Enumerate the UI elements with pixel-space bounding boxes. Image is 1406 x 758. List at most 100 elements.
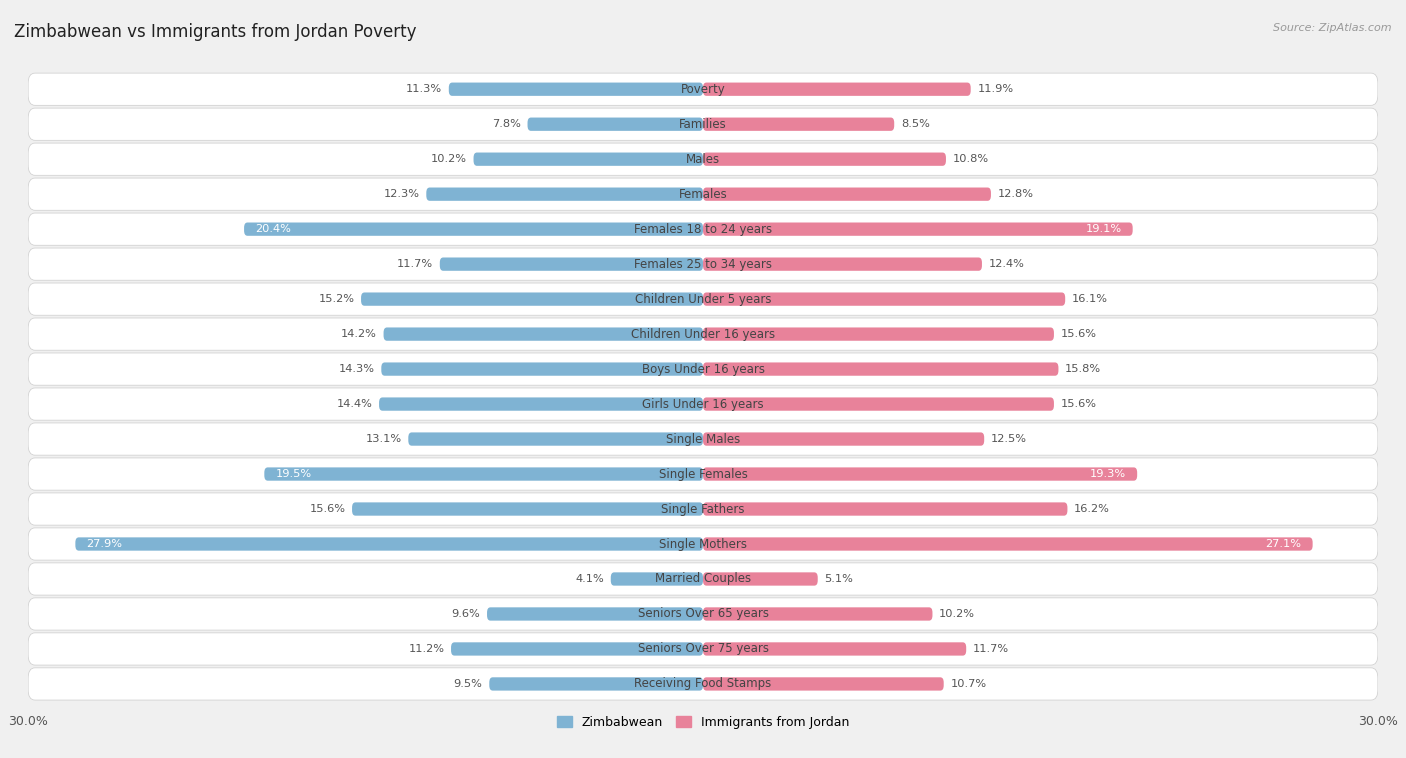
FancyBboxPatch shape	[352, 503, 703, 515]
FancyBboxPatch shape	[28, 213, 1378, 246]
Text: 11.7%: 11.7%	[396, 259, 433, 269]
FancyBboxPatch shape	[703, 642, 966, 656]
FancyBboxPatch shape	[28, 458, 1378, 490]
Text: 11.9%: 11.9%	[977, 84, 1014, 94]
Text: 16.2%: 16.2%	[1074, 504, 1111, 514]
FancyBboxPatch shape	[703, 468, 1137, 481]
FancyBboxPatch shape	[703, 327, 1054, 341]
FancyBboxPatch shape	[264, 468, 703, 481]
FancyBboxPatch shape	[28, 248, 1378, 280]
Text: 10.2%: 10.2%	[939, 609, 976, 619]
Text: 7.8%: 7.8%	[492, 119, 520, 129]
Text: 14.4%: 14.4%	[336, 399, 373, 409]
Text: Single Males: Single Males	[666, 433, 740, 446]
Text: Females: Females	[679, 188, 727, 201]
Text: 5.1%: 5.1%	[824, 574, 853, 584]
Text: 11.3%: 11.3%	[406, 84, 441, 94]
Text: 12.3%: 12.3%	[384, 190, 419, 199]
FancyBboxPatch shape	[451, 642, 703, 656]
Text: Seniors Over 75 years: Seniors Over 75 years	[637, 643, 769, 656]
FancyBboxPatch shape	[28, 283, 1378, 315]
FancyBboxPatch shape	[449, 83, 703, 96]
FancyBboxPatch shape	[703, 362, 1059, 376]
FancyBboxPatch shape	[28, 563, 1378, 595]
Text: 12.5%: 12.5%	[991, 434, 1026, 444]
Text: Receiving Food Stamps: Receiving Food Stamps	[634, 678, 772, 691]
Text: 12.4%: 12.4%	[988, 259, 1025, 269]
Legend: Zimbabwean, Immigrants from Jordan: Zimbabwean, Immigrants from Jordan	[553, 711, 853, 734]
FancyBboxPatch shape	[28, 73, 1378, 105]
Text: Girls Under 16 years: Girls Under 16 years	[643, 398, 763, 411]
FancyBboxPatch shape	[610, 572, 703, 586]
FancyBboxPatch shape	[703, 152, 946, 166]
Text: Zimbabwean vs Immigrants from Jordan Poverty: Zimbabwean vs Immigrants from Jordan Pov…	[14, 23, 416, 41]
FancyBboxPatch shape	[28, 108, 1378, 140]
Text: 9.5%: 9.5%	[454, 679, 482, 689]
FancyBboxPatch shape	[384, 327, 703, 341]
Text: 15.2%: 15.2%	[318, 294, 354, 304]
Text: 16.1%: 16.1%	[1071, 294, 1108, 304]
Text: 27.1%: 27.1%	[1265, 539, 1302, 549]
FancyBboxPatch shape	[361, 293, 703, 305]
FancyBboxPatch shape	[408, 432, 703, 446]
Text: Source: ZipAtlas.com: Source: ZipAtlas.com	[1274, 23, 1392, 33]
Text: Married Couples: Married Couples	[655, 572, 751, 585]
FancyBboxPatch shape	[703, 187, 991, 201]
FancyBboxPatch shape	[703, 397, 1054, 411]
Text: 15.8%: 15.8%	[1066, 364, 1101, 374]
Text: 4.1%: 4.1%	[575, 574, 605, 584]
FancyBboxPatch shape	[28, 528, 1378, 560]
Text: 11.2%: 11.2%	[408, 644, 444, 654]
FancyBboxPatch shape	[474, 152, 703, 166]
Text: 19.1%: 19.1%	[1085, 224, 1122, 234]
Text: Seniors Over 65 years: Seniors Over 65 years	[637, 607, 769, 621]
FancyBboxPatch shape	[28, 318, 1378, 350]
FancyBboxPatch shape	[440, 258, 703, 271]
Text: 10.2%: 10.2%	[430, 154, 467, 164]
FancyBboxPatch shape	[703, 432, 984, 446]
FancyBboxPatch shape	[28, 388, 1378, 420]
FancyBboxPatch shape	[703, 503, 1067, 515]
Text: 14.3%: 14.3%	[339, 364, 374, 374]
FancyBboxPatch shape	[703, 607, 932, 621]
Text: 15.6%: 15.6%	[1060, 329, 1097, 339]
FancyBboxPatch shape	[703, 572, 818, 586]
FancyBboxPatch shape	[426, 187, 703, 201]
FancyBboxPatch shape	[703, 223, 1133, 236]
FancyBboxPatch shape	[28, 143, 1378, 175]
Text: 19.5%: 19.5%	[276, 469, 312, 479]
Text: Single Females: Single Females	[658, 468, 748, 481]
FancyBboxPatch shape	[703, 117, 894, 131]
FancyBboxPatch shape	[28, 493, 1378, 525]
FancyBboxPatch shape	[380, 397, 703, 411]
Text: Males: Males	[686, 152, 720, 166]
Text: Children Under 5 years: Children Under 5 years	[634, 293, 772, 305]
FancyBboxPatch shape	[28, 353, 1378, 385]
Text: 14.2%: 14.2%	[340, 329, 377, 339]
Text: 15.6%: 15.6%	[1060, 399, 1097, 409]
Text: 15.6%: 15.6%	[309, 504, 346, 514]
FancyBboxPatch shape	[28, 668, 1378, 700]
FancyBboxPatch shape	[28, 633, 1378, 665]
FancyBboxPatch shape	[28, 423, 1378, 455]
Text: 11.7%: 11.7%	[973, 644, 1010, 654]
Text: Children Under 16 years: Children Under 16 years	[631, 327, 775, 340]
Text: Boys Under 16 years: Boys Under 16 years	[641, 362, 765, 375]
Text: 19.3%: 19.3%	[1090, 469, 1126, 479]
Text: Poverty: Poverty	[681, 83, 725, 96]
FancyBboxPatch shape	[76, 537, 703, 550]
FancyBboxPatch shape	[381, 362, 703, 376]
FancyBboxPatch shape	[703, 678, 943, 691]
Text: 27.9%: 27.9%	[87, 539, 122, 549]
FancyBboxPatch shape	[245, 223, 703, 236]
Text: 20.4%: 20.4%	[256, 224, 291, 234]
Text: 12.8%: 12.8%	[998, 190, 1033, 199]
Text: Single Mothers: Single Mothers	[659, 537, 747, 550]
FancyBboxPatch shape	[703, 537, 1313, 550]
Text: Females 25 to 34 years: Females 25 to 34 years	[634, 258, 772, 271]
FancyBboxPatch shape	[486, 607, 703, 621]
Text: Females 18 to 24 years: Females 18 to 24 years	[634, 223, 772, 236]
Text: 9.6%: 9.6%	[451, 609, 481, 619]
Text: 13.1%: 13.1%	[366, 434, 402, 444]
Text: 10.8%: 10.8%	[953, 154, 988, 164]
